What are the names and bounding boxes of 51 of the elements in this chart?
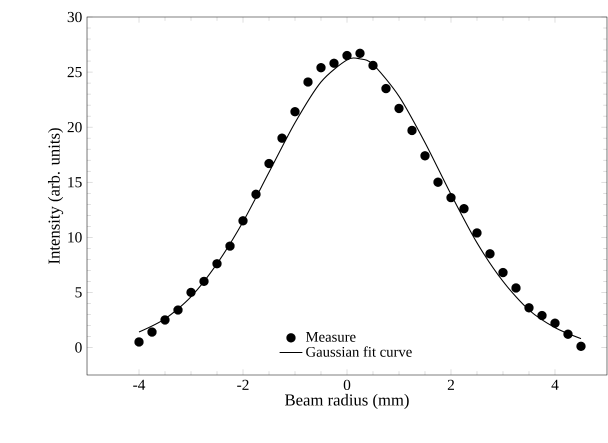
y-tick-label: 20 bbox=[68, 122, 82, 132]
point bbox=[394, 104, 404, 114]
y-tick-label: 5 bbox=[76, 287, 82, 298]
point bbox=[446, 192, 456, 202]
point bbox=[433, 178, 443, 187]
y-axis-title: Intensity (arb. units) bbox=[48, 128, 64, 264]
point bbox=[329, 58, 339, 68]
x-tick-label: 4 bbox=[551, 380, 559, 390]
point bbox=[316, 62, 326, 72]
y-tick-label: 10 bbox=[68, 232, 82, 242]
point bbox=[225, 241, 235, 251]
point bbox=[342, 50, 352, 60]
point bbox=[511, 283, 521, 293]
point bbox=[524, 303, 534, 312]
x-tick-label: 2 bbox=[448, 380, 454, 390]
point bbox=[251, 190, 261, 200]
point bbox=[186, 288, 196, 298]
point bbox=[576, 342, 586, 352]
point bbox=[368, 60, 378, 70]
point bbox=[563, 330, 573, 339]
point bbox=[420, 151, 430, 160]
point bbox=[407, 126, 417, 136]
point bbox=[212, 259, 222, 268]
x-tick-label: -4 bbox=[133, 380, 146, 390]
legend-label: Gaussian fit curve bbox=[306, 346, 412, 357]
point bbox=[160, 315, 170, 325]
point bbox=[355, 48, 365, 58]
y-tick-label: 25 bbox=[68, 66, 82, 78]
y-tick-label: 30 bbox=[68, 12, 82, 22]
point bbox=[381, 84, 391, 94]
x-tick-label: -2 bbox=[237, 380, 249, 390]
point bbox=[147, 327, 157, 337]
point bbox=[550, 318, 560, 328]
legend-label: Measure bbox=[306, 332, 356, 342]
point bbox=[290, 107, 300, 116]
point bbox=[173, 305, 183, 315]
point bbox=[238, 216, 248, 226]
x-tick-label: 0 bbox=[344, 380, 350, 390]
point bbox=[537, 310, 547, 320]
point bbox=[134, 337, 144, 347]
point bbox=[459, 204, 469, 214]
point bbox=[498, 268, 508, 278]
y-tick-label: 15 bbox=[68, 177, 82, 188]
point bbox=[485, 249, 495, 258]
point bbox=[199, 276, 209, 286]
point bbox=[277, 133, 287, 143]
y-tick-label: 0 bbox=[75, 342, 82, 353]
point bbox=[303, 77, 313, 87]
x-axis-title: Beam radius (mm) bbox=[285, 394, 409, 409]
point bbox=[472, 228, 482, 238]
point bbox=[264, 158, 274, 168]
